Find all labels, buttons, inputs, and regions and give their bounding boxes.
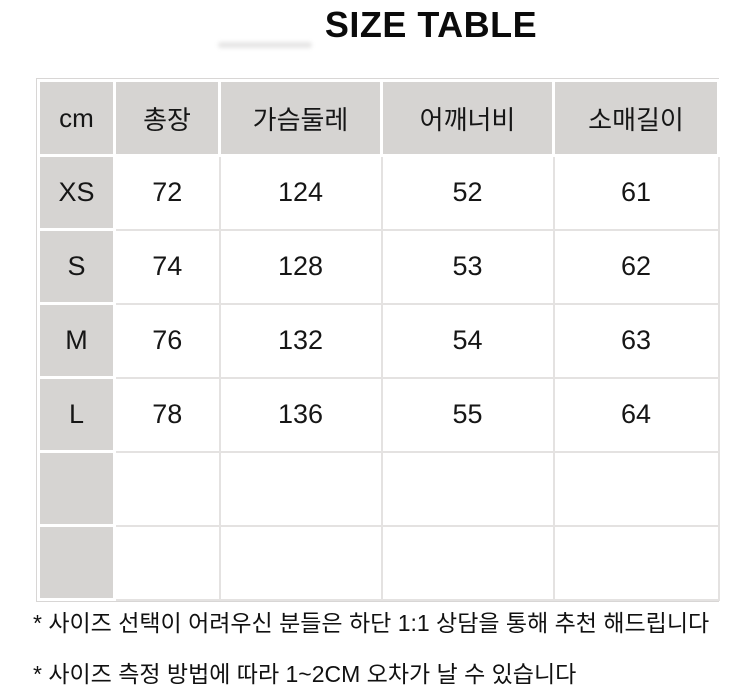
data-cell: 74	[113, 228, 221, 305]
data-cell	[218, 524, 383, 601]
table-header-row: cm 총장 가슴둘레 어깨너비 소매길이	[37, 79, 720, 157]
table-row-m: M 76 132 54 63	[37, 302, 720, 379]
data-cell	[218, 450, 383, 527]
data-cell: 128	[218, 228, 383, 305]
size-cell	[37, 524, 116, 601]
data-cell: 124	[218, 154, 383, 231]
data-cell: 76	[113, 302, 221, 379]
data-cell: 62	[552, 228, 720, 305]
data-cell: 61	[552, 154, 720, 231]
table-row-s: S 74 128 53 62	[37, 228, 720, 305]
data-cell: 78	[113, 376, 221, 453]
data-cell	[113, 450, 221, 527]
data-cell: 52	[380, 154, 555, 231]
data-cell	[380, 450, 555, 527]
data-cell: 72	[113, 154, 221, 231]
note-size-tolerance: * 사이즈 측정 방법에 따라 1~2CM 오차가 날 수 있습니다	[33, 661, 577, 687]
size-cell: M	[37, 302, 116, 379]
table-row-empty	[37, 524, 720, 601]
size-table-grid: cm 총장 가슴둘레 어깨너비 소매길이 XS 72 124 52 61 S 7…	[37, 79, 720, 601]
size-cell: XS	[37, 154, 116, 231]
size-table: cm 총장 가슴둘레 어깨너비 소매길이 XS 72 124 52 61 S 7…	[36, 78, 720, 602]
unit-header-cell: cm	[37, 79, 116, 157]
column-header-chest: 가슴둘레	[218, 79, 383, 157]
size-cell: S	[37, 228, 116, 305]
column-header-total-length: 총장	[113, 79, 221, 157]
data-cell	[552, 450, 720, 527]
data-cell: 136	[218, 376, 383, 453]
data-cell	[113, 524, 221, 601]
data-cell: 132	[218, 302, 383, 379]
data-cell	[380, 524, 555, 601]
data-cell: 55	[380, 376, 555, 453]
data-cell: 64	[552, 376, 720, 453]
table-row-xs: XS 72 124 52 61	[37, 154, 720, 231]
table-row-empty	[37, 450, 720, 527]
data-cell	[552, 524, 720, 601]
column-header-sleeve: 소매길이	[552, 79, 720, 157]
table-row-l: L 78 136 55 64	[37, 376, 720, 453]
watermark-remnant	[218, 42, 312, 48]
size-cell: L	[37, 376, 116, 453]
size-cell	[37, 450, 116, 527]
page-title: SIZE TABLE	[324, 4, 538, 45]
column-header-shoulder: 어깨너비	[380, 79, 555, 157]
data-cell: 63	[552, 302, 720, 379]
note-size-consultation: * 사이즈 선택이 어려우신 분들은 하단 1:1 상담을 통해 추천 해드립니…	[33, 610, 710, 636]
data-cell: 53	[380, 228, 555, 305]
data-cell: 54	[380, 302, 555, 379]
